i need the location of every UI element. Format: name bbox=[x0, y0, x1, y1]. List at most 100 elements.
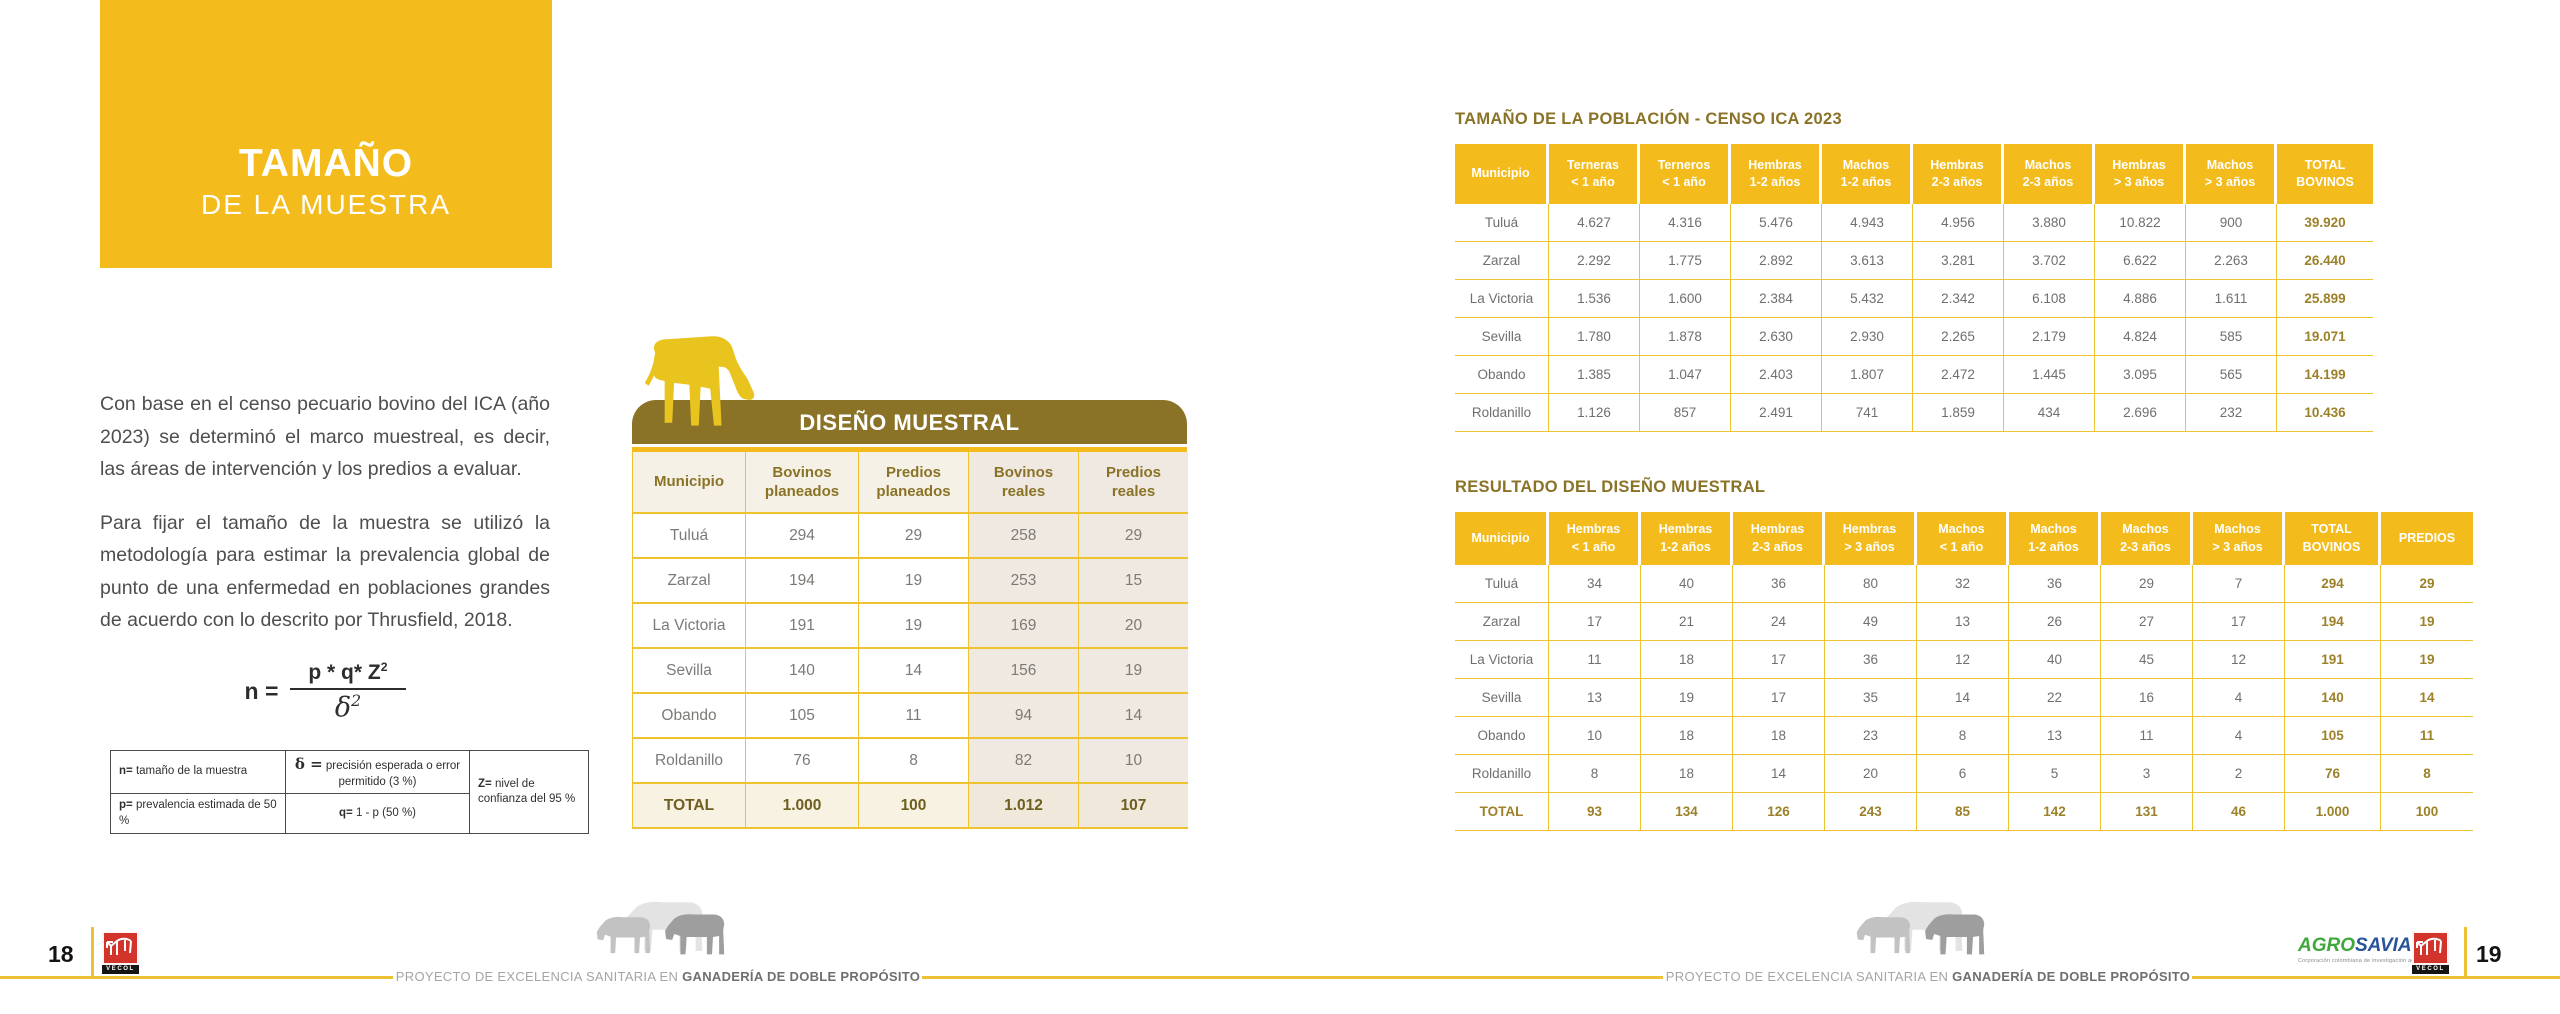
table-cell: 14 bbox=[1733, 755, 1825, 793]
table-cell: 17 bbox=[1549, 603, 1641, 641]
footer-rule-center bbox=[922, 976, 1663, 979]
table-cell: 134 bbox=[1641, 793, 1733, 831]
table-cell: 29 bbox=[2381, 565, 2473, 603]
sample-design-header-bar: DISEÑO MUESTRAL bbox=[632, 400, 1187, 444]
table-cell: 26.440 bbox=[2277, 242, 2373, 280]
row-label: Sevilla bbox=[1455, 318, 1549, 356]
column-header: Hembras < 1 año bbox=[1549, 512, 1638, 565]
row-label: Roldanillo bbox=[633, 739, 746, 784]
table-cell: 156 bbox=[969, 649, 1079, 694]
sample-size-formula: n = p * q* Z2 δ2 bbox=[100, 660, 550, 723]
legend-cell-p: p= prevalencia estimada de 50 % bbox=[110, 793, 286, 835]
row-label: Zarzal bbox=[633, 559, 746, 604]
table-cell: 1.780 bbox=[1549, 318, 1640, 356]
table-cell: 100 bbox=[2381, 793, 2473, 831]
table-cell: 8 bbox=[2381, 755, 2473, 793]
table-cell: 20 bbox=[1825, 755, 1917, 793]
table-cell: 17 bbox=[2193, 603, 2285, 641]
table-cell: 20 bbox=[1079, 604, 1188, 649]
table-cell: 1.878 bbox=[1640, 318, 1731, 356]
legend-cell-z: Z= nivel de confianza del 95 % bbox=[469, 749, 589, 835]
vecol-logo: VECOL bbox=[102, 931, 139, 974]
row-label: Obando bbox=[1455, 356, 1549, 394]
table-cell: 3.702 bbox=[2004, 242, 2095, 280]
table-cell: 18 bbox=[1641, 755, 1733, 793]
table-cell: 258 bbox=[969, 514, 1079, 559]
table-cell: 191 bbox=[746, 604, 859, 649]
table-cell: 6.108 bbox=[2004, 280, 2095, 318]
table-cell: 11 bbox=[2101, 717, 2193, 755]
table-cell: 169 bbox=[969, 604, 1079, 649]
formula-lhs: n = bbox=[244, 678, 279, 704]
table-cell: 22 bbox=[2009, 679, 2101, 717]
column-header: Machos > 3 años bbox=[2186, 144, 2274, 204]
formula-numerator: p * q* Z2 bbox=[290, 660, 406, 690]
row-label: Zarzal bbox=[1455, 603, 1549, 641]
column-header: Hembras 1-2 años bbox=[1641, 512, 1730, 565]
column-header: Municipio bbox=[1455, 512, 1546, 565]
table-cell: 36 bbox=[1825, 641, 1917, 679]
table-cell: 2.384 bbox=[1731, 280, 1822, 318]
table-cell: 8 bbox=[1549, 755, 1641, 793]
page-number-left: 18 bbox=[48, 941, 74, 967]
vecol-cow-icon bbox=[2416, 937, 2442, 955]
sample-design-table: Municipio Bovinos planeados Predios planea… bbox=[632, 452, 1188, 829]
table-cell: 107 bbox=[1079, 784, 1188, 829]
table-cell: 23 bbox=[1825, 717, 1917, 755]
legend-cell-q: q= 1 - p (50 %) bbox=[285, 793, 470, 835]
table-cell: 14 bbox=[1079, 694, 1188, 739]
sample-design-title: DISEÑO MUESTRAL bbox=[799, 410, 1020, 435]
table-cell: 2.630 bbox=[1731, 318, 1822, 356]
row-label: Roldanillo bbox=[1455, 755, 1549, 793]
column-header: Machos 2-3 años bbox=[2101, 512, 2190, 565]
table-cell: 13 bbox=[1917, 603, 2009, 641]
row-label: Tuluá bbox=[1455, 565, 1549, 603]
formula-denominator: δ2 bbox=[334, 691, 362, 723]
legend-cell-n: n= tamaño de la muestra bbox=[110, 749, 286, 795]
column-header: Predios planeados bbox=[859, 452, 969, 514]
table-cell: 25.899 bbox=[2277, 280, 2373, 318]
table-cell: 8 bbox=[859, 739, 969, 784]
row-label: Zarzal bbox=[1455, 242, 1549, 280]
formula-fraction: p * q* Z2 δ2 bbox=[290, 660, 406, 723]
table-cell: 4.824 bbox=[2095, 318, 2186, 356]
table-cell: 32 bbox=[1917, 565, 2009, 603]
table-cell: 900 bbox=[2186, 204, 2277, 242]
row-label: Tuluá bbox=[1455, 204, 1549, 242]
column-header: Hembras > 3 años bbox=[2095, 144, 2183, 204]
table-cell: 18 bbox=[1641, 717, 1733, 755]
page-number-right: 19 bbox=[2476, 941, 2502, 967]
yellow-divider-line bbox=[632, 447, 1187, 452]
table-cell: 3.613 bbox=[1822, 242, 1913, 280]
table-cell: 40 bbox=[1641, 565, 1733, 603]
grazing-cow-icon bbox=[644, 336, 755, 426]
footer-cows-icon bbox=[596, 901, 725, 955]
table-cell: 85 bbox=[1917, 793, 2009, 831]
row-label: TOTAL bbox=[1455, 793, 1549, 831]
table-cell: 36 bbox=[1733, 565, 1825, 603]
table-cell: 45 bbox=[2101, 641, 2193, 679]
footer-separator-left bbox=[91, 927, 94, 977]
table-cell: 1.775 bbox=[1640, 242, 1731, 280]
table-cell: 4.627 bbox=[1549, 204, 1640, 242]
table-cell: 46 bbox=[2193, 793, 2285, 831]
table-cell: 294 bbox=[2285, 565, 2381, 603]
table-cell: 19 bbox=[2381, 641, 2473, 679]
table-cell: 10.436 bbox=[2277, 394, 2373, 432]
table-cell: 140 bbox=[2285, 679, 2381, 717]
table-cell: 39.920 bbox=[2277, 204, 2373, 242]
census-table: Municipio Terneras < 1 año Terneros < 1 añ… bbox=[1455, 144, 2373, 432]
column-header: Machos 1-2 años bbox=[2009, 512, 2098, 565]
table-cell: 1.611 bbox=[2186, 280, 2277, 318]
column-header: Hembras 2-3 años bbox=[1733, 512, 1822, 565]
column-header: Bovinos reales bbox=[969, 452, 1079, 514]
table-cell: 36 bbox=[2009, 565, 2101, 603]
table-cell: 294 bbox=[746, 514, 859, 559]
row-label: Tuluá bbox=[633, 514, 746, 559]
footer-rule-right bbox=[2192, 976, 2560, 979]
table-cell: 126 bbox=[1733, 793, 1825, 831]
table-cell: 1.000 bbox=[746, 784, 859, 829]
column-header: Predios reales bbox=[1079, 452, 1188, 514]
table-cell: 5.476 bbox=[1731, 204, 1822, 242]
